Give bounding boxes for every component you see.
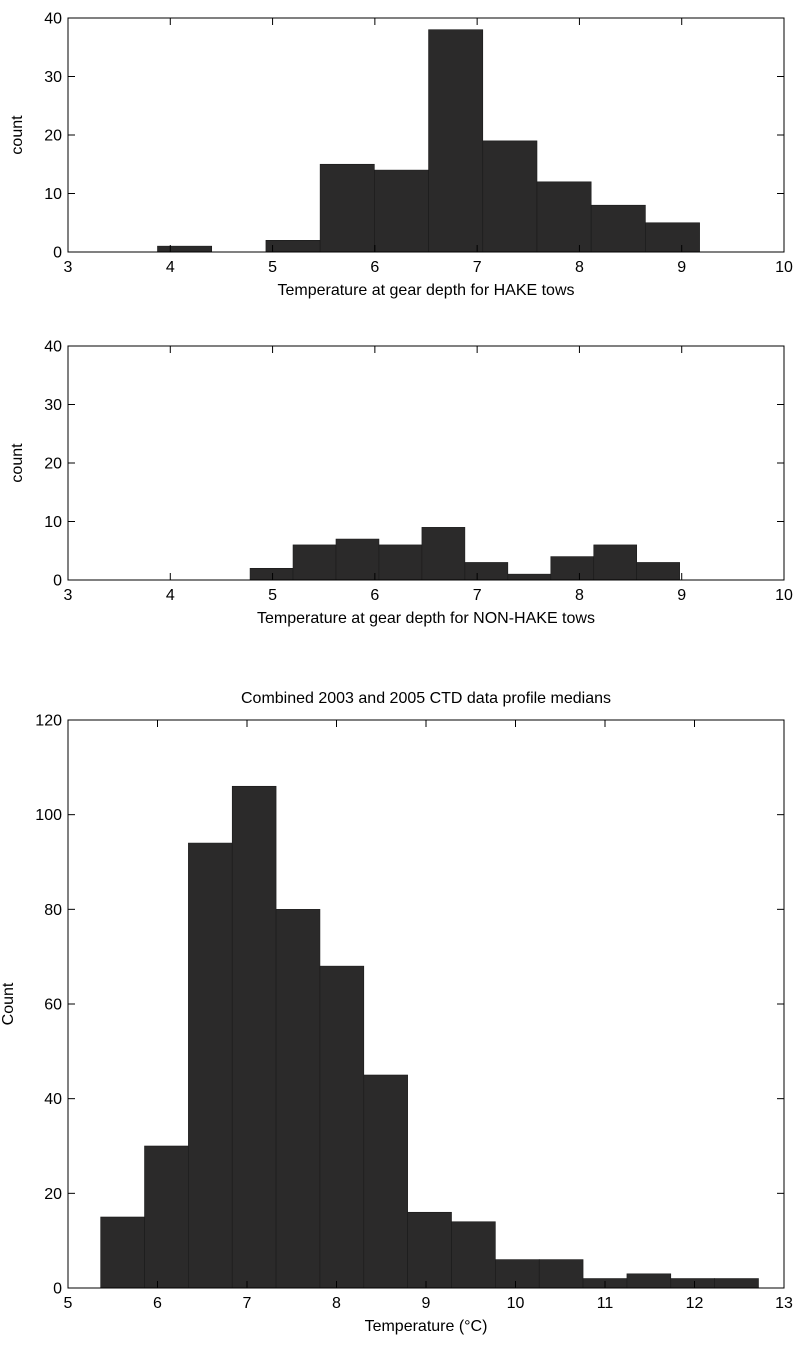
non-hake-histogram-panel: Temperature at gear depth for NON-HAKE t… [9,339,793,628]
panel-title: Combined 2003 and 2005 CTD data profile … [241,690,611,707]
bars [157,29,700,253]
histogram-bar [100,1216,145,1289]
histogram-bar [249,567,294,581]
histogram-bar [464,562,509,581]
histogram-bar [363,1074,408,1289]
y-tick-label: 40 [44,339,62,356]
x-tick-label: 10 [775,259,793,276]
ctd-medians-histogram-panel: Combined 2003 and 2005 CTD data profile … [0,690,793,1335]
ticks: 3 4 5 6 7 8 9 10 0 10 20 30 40 [44,339,793,605]
histogram-bar [507,573,552,581]
y-tick-label: 20 [44,128,62,145]
y-tick-label: 10 [44,514,62,531]
histogram-bar [335,538,380,581]
histogram-bar [275,909,321,1289]
histogram-bar [421,527,466,581]
y-tick-label: 30 [44,69,62,86]
histogram-bar [636,562,680,581]
y-tick-label: 120 [35,713,62,730]
x-axis-label: Temperature at gear depth for NON-HAKE t… [257,610,595,627]
x-tick-label: 10 [507,1295,525,1312]
histogram-bar [157,245,213,253]
x-tick-label: 6 [370,259,379,276]
x-axis-label: Temperature at gear depth for HAKE tows [277,282,574,299]
histogram-bar [319,965,365,1289]
x-tick-label: 4 [166,259,175,276]
x-tick-label: 8 [575,259,584,276]
x-tick-label: 9 [677,259,686,276]
y-tick-label: 40 [44,1091,62,1108]
ticks: 5 6 7 8 9 10 11 12 13 0 20 40 60 80 100 120 [35,713,793,1313]
x-tick-label: 9 [422,1295,431,1312]
histogram-bar [451,1221,496,1289]
x-tick-label: 8 [575,587,584,604]
y-tick-label: 30 [44,397,62,414]
x-tick-label: 5 [268,587,277,604]
x-tick-label: 7 [473,259,482,276]
ticks: 3 4 5 6 7 8 9 10 0 10 20 30 40 [44,11,793,277]
histogram-bar [645,222,700,253]
bars [100,785,759,1289]
histogram-bar [670,1278,715,1289]
histogram-bar [590,204,646,253]
histogram-bar [292,544,337,581]
x-axis-label: Temperature (°C) [365,1318,488,1335]
x-tick-label: 5 [64,1295,73,1312]
y-tick-label: 100 [35,807,62,824]
histogram-bar [374,169,429,253]
histogram-bar [536,181,592,253]
x-tick-label: 4 [166,587,175,604]
y-axis-label: count [9,115,26,155]
y-tick-label: 60 [44,997,62,1014]
x-tick-label: 13 [775,1295,793,1312]
y-tick-label: 10 [44,186,62,203]
x-tick-label: 11 [597,1295,614,1312]
histogram-bar [407,1211,452,1289]
y-tick-label: 80 [44,902,62,919]
x-tick-label: 6 [370,587,379,604]
y-tick-label: 0 [53,245,62,262]
x-tick-label: 7 [243,1295,252,1312]
y-tick-label: 20 [44,456,62,473]
histogram-bar [319,163,375,253]
y-tick-label: 0 [53,1281,62,1298]
y-tick-label: 40 [44,11,62,28]
histogram-bar [378,544,423,581]
x-tick-label: 10 [775,587,793,604]
x-tick-label: 8 [332,1295,341,1312]
histogram-bar [626,1273,672,1289]
histogram-bar [495,1259,540,1289]
histogram-bar [550,556,595,581]
histogram-bar [144,1145,189,1289]
x-tick-label: 12 [686,1295,704,1312]
bars [249,527,680,581]
histogram-bar [714,1278,759,1289]
histogram-bar [482,140,538,253]
y-tick-label: 20 [44,1186,62,1203]
hake-histogram-panel: Temperature at gear depth for HAKE tows … [9,11,793,300]
x-tick-label: 3 [64,587,73,604]
y-axis-label: count [9,443,26,483]
histogram-bar [428,29,484,253]
histogram-bar [231,785,277,1289]
histogram-bar [538,1259,584,1289]
histogram-bar [265,240,321,253]
y-axis-label: Count [0,982,17,1025]
x-tick-label: 6 [153,1295,162,1312]
x-tick-label: 7 [473,587,482,604]
x-tick-label: 5 [268,259,277,276]
histogram-bar [593,544,638,581]
x-tick-label: 3 [64,259,73,276]
x-tick-label: 9 [677,587,686,604]
y-tick-label: 0 [53,573,62,590]
histogram-bar [188,842,233,1289]
